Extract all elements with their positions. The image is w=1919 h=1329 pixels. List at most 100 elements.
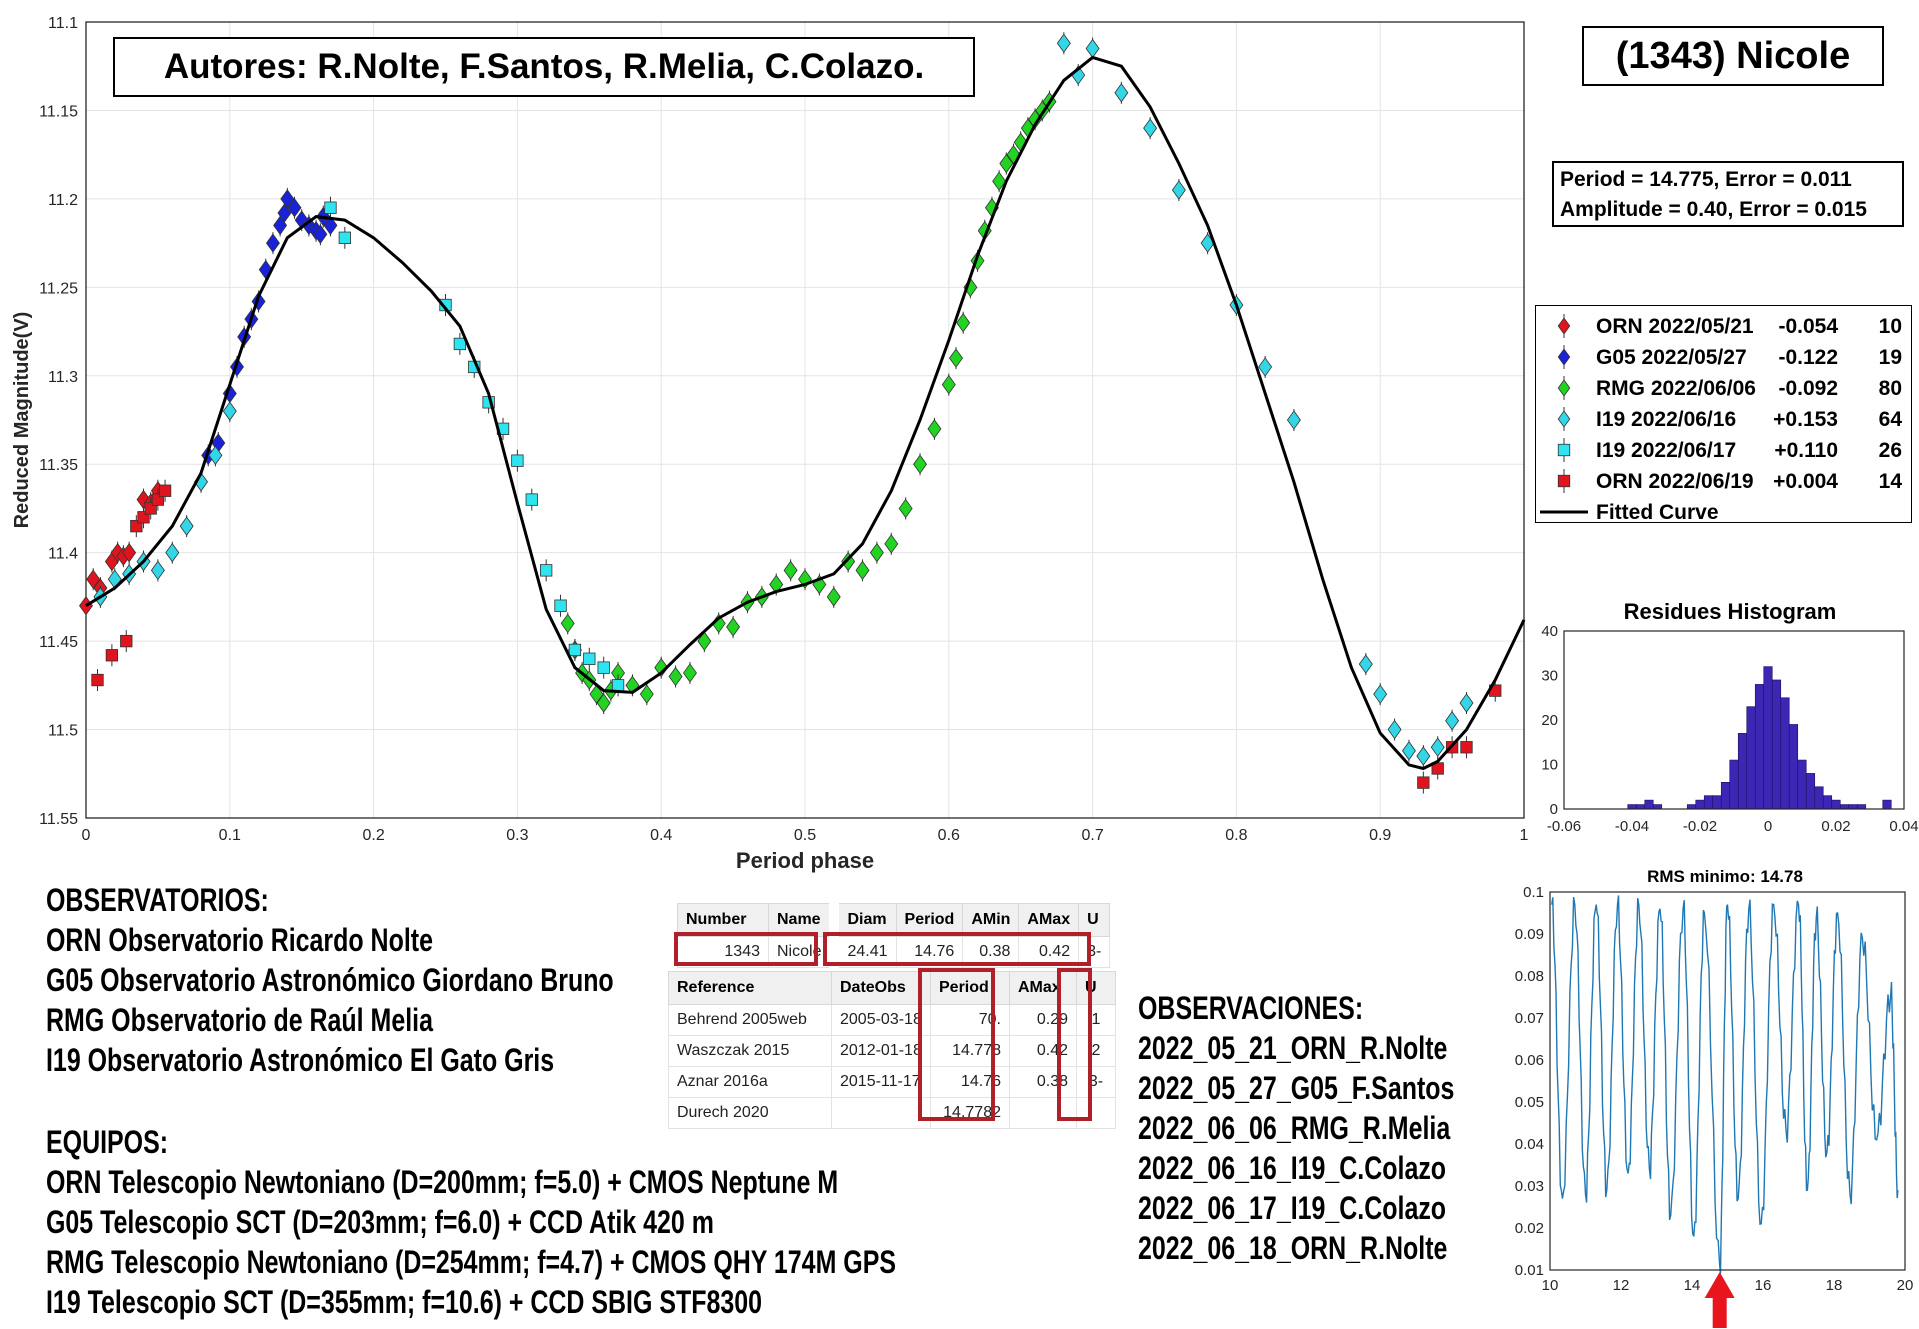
rms-y-tick: 0.05 — [1515, 1094, 1544, 1111]
rms-x-tick: 20 — [1897, 1277, 1914, 1294]
observaciones-heading: OBSERVACIONES: — [1138, 990, 1364, 1026]
observacion-1: 2022_05_21_ORN_R.Nolte — [1138, 1030, 1448, 1066]
histogram-bar — [1635, 804, 1646, 810]
series-5 — [91, 479, 1502, 794]
x-tick-label: 0.2 — [362, 827, 384, 844]
data-point — [949, 348, 963, 368]
data-point — [1416, 746, 1431, 766]
observacion-6: 2022_06_18_ORN_R.Nolte — [1138, 1230, 1448, 1266]
ref-u: 2 — [1076, 1035, 1116, 1067]
rms-minimum-arrow-icon — [1704, 1272, 1735, 1328]
data-point — [540, 564, 553, 577]
histogram-bar — [1652, 804, 1663, 810]
x-tick-label: 0.8 — [1225, 827, 1247, 844]
legend-marker-icon — [1557, 348, 1571, 366]
rms-x-tick: 16 — [1755, 1277, 1772, 1294]
data-point — [898, 498, 913, 519]
histogram-bar — [1703, 795, 1714, 810]
data-point — [453, 337, 467, 351]
header-period: Period — [895, 903, 964, 937]
histogram-plot-area — [1563, 630, 1905, 810]
histogram-bar — [1856, 804, 1867, 810]
histogram-bar — [1805, 773, 1816, 810]
header-number: Number — [677, 903, 769, 937]
header-reference: Reference — [668, 971, 832, 1005]
observacion-4: 2022_06_16_I19_C.Colazo — [1138, 1150, 1447, 1186]
legend-label: G05 2022/05/27 — [1596, 346, 1747, 369]
x-tick-label: 0.4 — [650, 827, 672, 844]
observacion-3: 2022_06_06_RMG_R.Melia — [1138, 1110, 1451, 1146]
data-point — [597, 661, 610, 674]
histogram-bar — [1822, 795, 1833, 810]
light-curve-series — [79, 32, 1502, 794]
data-point — [277, 203, 292, 223]
header-amin: AMin — [962, 903, 1020, 937]
rms-plot-area — [1549, 891, 1906, 1271]
rms-y-tick: 0.1 — [1523, 884, 1544, 901]
equipos-block: EQUIPOS: ORN Telescopio Newtoniano (D=20… — [46, 1122, 896, 1322]
rms-y-tick: 0.03 — [1515, 1178, 1544, 1195]
data-point — [884, 534, 899, 554]
light-curve-y-ticks: 11.1 11.15 11.2 11.25 11.3 11.35 11.4 11.45 11.5… — [39, 15, 78, 828]
histogram-x-tick: -0.04 — [1615, 818, 1649, 835]
object-title-box: (1343) Nicole — [1582, 26, 1884, 86]
ref-name: Durech 2020 — [668, 1097, 832, 1129]
series-4 — [324, 196, 625, 697]
y-tick-label: 11.3 — [48, 369, 78, 386]
observatorios-heading: OBSERVATORIOS: — [46, 882, 269, 918]
data-point — [726, 617, 741, 637]
rms-y-tick: 0.01 — [1515, 1262, 1544, 1279]
legend-count: 80 — [1879, 377, 1902, 400]
observatorio-orn: ORN Observatorio Ricardo Nolte — [46, 922, 433, 958]
x-tick-label: 0 — [82, 827, 91, 844]
y-tick-label: 11.35 — [39, 457, 78, 474]
authors-text: Autores: R.Nolte, F.Santos, R.Melia, C.C… — [163, 47, 925, 86]
legend-marker-icon — [1557, 474, 1571, 488]
legend-count: 26 — [1879, 439, 1902, 462]
histogram-bar — [1695, 799, 1705, 810]
data-point — [554, 599, 567, 612]
legend-offset: -0.054 — [1778, 315, 1838, 338]
lcdb-summary-header-row: Number Name Diam Period AMin AMax U — [677, 903, 1111, 937]
histogram-bar — [1882, 799, 1892, 810]
x-axis-label: Period phase — [736, 848, 874, 873]
header-amax: AMax — [1018, 903, 1080, 937]
histogram-bar — [1737, 733, 1748, 810]
histogram-ticks: -0.06 -0.04 -0.02 0 0.02 0.04 0 10 20 30 40 — [1541, 623, 1918, 835]
equipo-g05: G05 Telescopio SCT (D=203mm; f=6.0) + CC… — [46, 1204, 714, 1240]
rms-y-tick: 0.08 — [1515, 968, 1544, 985]
data-point — [151, 493, 165, 506]
data-point — [79, 596, 93, 616]
x-tick-label: 0.9 — [1369, 827, 1391, 844]
ref-name: Waszczak 2015 — [668, 1035, 832, 1067]
light-curve-grid — [85, 21, 1525, 819]
data-point — [941, 374, 956, 395]
equipo-orn: ORN Telescopio Newtoniano (D=200mm; f=5.… — [46, 1164, 839, 1200]
data-point — [560, 613, 575, 634]
rms-title: RMS minimo: 14.78 — [1647, 867, 1803, 886]
ref-name: Behrend 2005web — [668, 1004, 832, 1036]
header-ref-amax: AMax — [1009, 971, 1077, 1005]
equipo-rmg: RMG Telescopio Newtoniano (D=254mm; f=4.… — [46, 1244, 897, 1280]
observacion-5: 2022_06_17_I19_C.Colazo — [1138, 1190, 1447, 1226]
rms-x-tick: 10 — [1542, 1277, 1559, 1294]
table-row: Durech 2020 14.7782 — [668, 1097, 1116, 1129]
highlight-summary-cells — [823, 932, 1091, 966]
header-diam: Diam — [829, 903, 897, 937]
data-point — [956, 313, 971, 333]
ref-u: 1 — [1076, 1004, 1116, 1036]
header-u: U — [1078, 903, 1111, 937]
data-point — [280, 189, 295, 209]
legend-label: I19 2022/06/16 — [1596, 408, 1736, 431]
rms-y-tick: 0.09 — [1515, 926, 1544, 943]
observatorio-i19: I19 Observatorio Astronómico El Gato Gri… — [46, 1042, 555, 1078]
series-0 — [79, 479, 165, 617]
table-row: Behrend 2005web 2005-03-18 70. 0.29 1 — [668, 1004, 1116, 1036]
data-point — [1417, 776, 1430, 789]
data-point — [611, 679, 625, 692]
rms-x-tick: 14 — [1684, 1277, 1701, 1294]
histogram-bar — [1644, 799, 1654, 810]
series-1 — [201, 187, 338, 467]
data-point — [596, 693, 611, 713]
histogram-bar — [1712, 795, 1722, 810]
